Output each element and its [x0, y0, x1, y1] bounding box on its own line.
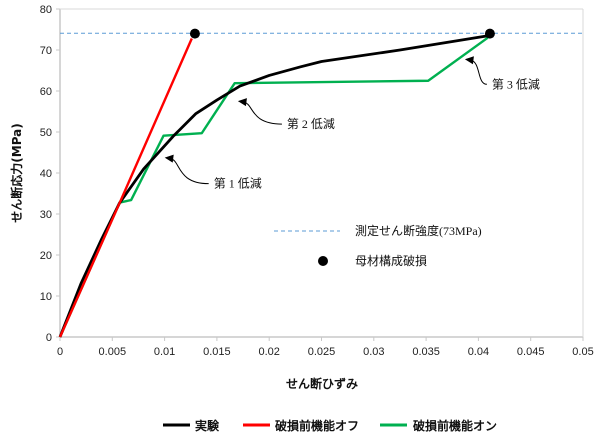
x-tick-label: 0.015 — [203, 346, 231, 358]
x-tick-label: 0.045 — [517, 346, 545, 358]
x-tick-label: 0.035 — [412, 346, 440, 358]
x-tick-label: 0 — [57, 346, 63, 358]
series-experiment-line — [58, 34, 490, 338]
legend-failure-point-swatch — [318, 256, 328, 266]
y-tick-label: 50 — [40, 127, 52, 139]
x-tick-label: 0.005 — [99, 346, 127, 358]
failure-point — [484, 28, 495, 39]
plot-marks: 第 1 低減 第 2 低減 第 3 低減 — [58, 28, 583, 338]
series-on-line — [58, 36, 489, 338]
legend-reference-line-label: 測定せん断強度(73MPa) — [355, 223, 482, 238]
annotation-arrow — [243, 101, 282, 125]
series-off-line — [58, 38, 193, 338]
x-tick-label: 0.01 — [154, 346, 175, 358]
failure-point — [189, 28, 200, 39]
legend-failure-point-label: 母材構成破損 — [355, 253, 427, 268]
x-tick-label: 0.02 — [258, 346, 279, 358]
x-tick-label: 0.025 — [308, 346, 336, 358]
annotation-label: 第 2 低減 — [287, 116, 335, 131]
bottom-legend: 実験 破損前機能オフ 破損前機能オン — [163, 418, 497, 433]
y-tick-label: 40 — [40, 168, 52, 180]
x-tick-label: 0.05 — [572, 346, 593, 358]
y-tick-label: 20 — [40, 250, 52, 262]
y-tick-label: 0 — [46, 332, 52, 344]
axes: 0 0.005 0.01 0.015 0.02 0.025 0.03 0.035 0.04 0.0… — [40, 4, 594, 358]
x-axis-label: せん断ひずみ — [286, 376, 358, 391]
x-tick-label: 0.03 — [363, 346, 384, 358]
x-tick-label: 0.04 — [468, 346, 489, 358]
annotation-arrow — [170, 158, 209, 185]
y-tick-label: 80 — [40, 4, 52, 16]
y-tick-label: 10 — [40, 291, 52, 303]
y-tick-label: 30 — [40, 209, 52, 221]
legend-label-on: 破損前機能オン — [413, 418, 497, 433]
arrow-head-icon — [237, 98, 247, 107]
annotation-label: 第 1 低減 — [214, 176, 262, 191]
annotation-arrow — [470, 59, 488, 85]
y-tick-label: 70 — [40, 45, 52, 57]
y-axis-label: せん断応力(MPa) — [9, 123, 24, 222]
inner-legend: 測定せん断強度(73MPa) 母材構成破損 — [274, 223, 482, 268]
annotation-label: 第 3 低減 — [492, 76, 540, 91]
y-tick-label: 60 — [40, 86, 52, 98]
legend-label-off: 破損前機能オフ — [275, 418, 359, 433]
arrow-head-icon — [464, 56, 474, 65]
arrow-head-icon — [164, 154, 174, 163]
legend-label-experiment: 実験 — [195, 418, 220, 433]
